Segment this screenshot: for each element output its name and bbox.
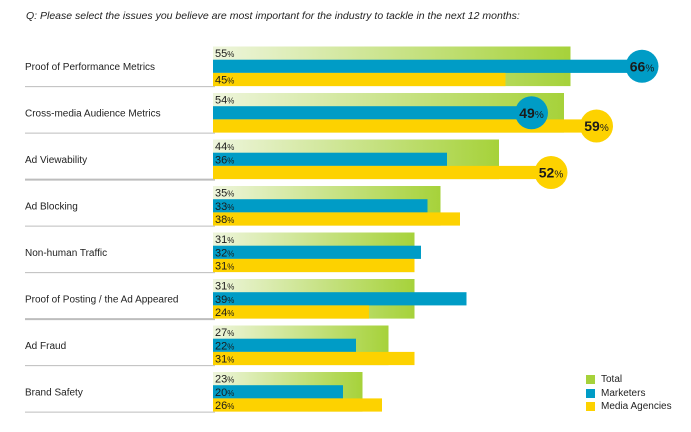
value-label-marketers: 20% [215,387,234,399]
bar-media-agencies-proof-of-performance-metrics [213,72,506,87]
legend-label-total: Total [601,374,623,386]
legend-label-marketers: Marketers [601,387,646,399]
category-label: Proof of Posting / the Ad Appeared [25,294,178,305]
value-label-media-agencies: 31% [215,261,234,273]
value-label-total: 44% [215,141,234,153]
value-label-marketers: 22% [215,340,234,352]
bar-marketers-non-human-traffic [213,245,421,259]
category-group-ad-fraud: Ad Fraud 27%22% 31% [25,325,415,367]
bar-marketers-brand-safety [213,385,343,399]
highlight-bubble-marketers [625,49,659,83]
highlight-value-marketers: 49% [519,105,544,121]
highlight-bubble-marketers [515,96,548,130]
category-group-brand-safety: Brand Safety 23%20%26% [25,372,382,413]
legend-swatch-marketers [586,388,595,398]
bar-marketers-ad-viewability [213,152,447,166]
value-label-total: 55% [215,48,234,60]
category-group-cross-media-audience-metrics: Cross-media Audience Metrics 54% 49% 59% [25,93,613,143]
value-label-total: 27% [215,327,234,339]
value-label-media-agencies: 38% [215,214,234,226]
bar-media-agencies-ad-fraud [213,351,415,366]
value-label-media-agencies: 24% [215,307,234,319]
category-group-ad-blocking: Ad Blocking 35%33%38% [25,186,460,227]
legend-item-marketers: Marketers [586,387,672,401]
highlight-bubble-media-agencies [534,156,568,189]
category-label: Non-human Traffic [25,248,107,259]
value-label-total: 23% [215,374,234,386]
bar-marketers-ad-blocking [213,199,428,213]
bar-marketers-cross-media-audience-metrics [213,106,532,120]
bar-media-agencies-brand-safety [213,398,382,412]
legend-label-media-agencies: Media Agencies [601,401,672,413]
bar-media-agencies-proof-of-posting-the-ad-appeared [213,305,369,319]
category-group-ad-viewability: Ad Viewability 44%36% 52% [25,139,568,189]
legend-swatch-media-agencies [586,402,595,412]
bar-marketers-proof-of-performance-metrics [213,59,642,73]
highlight-value-media-agencies: 52% [539,165,564,181]
highlight-bubble-media-agencies [580,109,613,143]
value-label-marketers: 33% [215,201,234,213]
legend-swatch-total [586,375,595,385]
value-label-marketers: 36% [215,154,234,166]
legend-item-media-agencies: Media Agencies [586,400,672,414]
highlight-value-marketers: 66% [630,58,655,74]
value-label-media-agencies: 31% [215,354,234,366]
highlight-value-media-agencies: 59% [584,118,609,134]
category-label: Ad Blocking [25,201,78,212]
value-label-media-agencies: 45% [215,75,234,87]
category-group-proof-of-performance-metrics: Proof of Performance Metrics 55% 45% 66% [25,46,659,88]
category-label: Cross-media Audience Metrics [25,108,161,119]
value-label-total: 31% [215,281,234,293]
bar-marketers-ad-fraud [213,338,356,352]
chart-title: Q: Please select the issues you believe … [26,10,520,22]
value-label-media-agencies: 26% [215,400,234,412]
category-group-proof-of-posting-the-ad-appeared: Proof of Posting / the Ad Appeared 31%39%… [25,279,467,321]
legend-item-total: Total [586,373,672,387]
value-label-marketers: 32% [215,247,234,259]
legend: Total Marketers Media Agencies [586,373,672,414]
category-label: Proof of Performance Metrics [25,62,155,73]
value-label-total: 54% [215,95,234,107]
category-label: Ad Viewability [25,155,87,166]
bar-media-agencies-ad-viewability [213,165,551,180]
value-label-total: 35% [215,188,234,200]
bar-media-agencies-cross-media-audience-metrics [213,119,597,133]
value-label-total: 31% [215,234,234,246]
bar-media-agencies-non-human-traffic [213,258,415,273]
value-label-marketers: 39% [215,294,234,306]
bar-media-agencies-ad-blocking [213,212,460,226]
category-label: Brand Safety [25,387,83,398]
category-label: Ad Fraud [25,341,66,352]
bar-marketers-proof-of-posting-the-ad-appeared [213,292,467,306]
